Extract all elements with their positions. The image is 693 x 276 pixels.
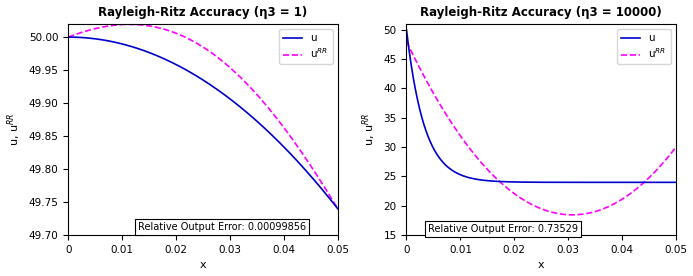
u	[274, 140, 283, 143]
u	[588, 181, 596, 184]
u	[173, 63, 182, 67]
u$^{RR}$	[511, 193, 520, 196]
u$^{RR}$	[279, 126, 288, 129]
u	[183, 69, 191, 72]
X-axis label: x: x	[538, 261, 545, 270]
u$^{RR}$	[91, 27, 100, 30]
u$^{RR}$	[672, 145, 680, 149]
Text: Relative Output Error: 0.00099856: Relative Output Error: 0.00099856	[139, 222, 306, 232]
u	[511, 180, 520, 184]
u	[613, 181, 621, 184]
u	[672, 181, 680, 184]
Line: u$^{RR}$: u$^{RR}$	[69, 24, 337, 209]
Y-axis label: u, u$^{RR}$: u, u$^{RR}$	[360, 113, 378, 146]
Y-axis label: u, u$^{RR}$: u, u$^{RR}$	[6, 113, 23, 146]
u$^{RR}$	[588, 211, 596, 214]
u	[91, 37, 100, 41]
Legend: u, u$^{RR}$: u, u$^{RR}$	[279, 29, 333, 64]
Line: u$^{RR}$: u$^{RR}$	[407, 41, 676, 215]
Legend: u, u$^{RR}$: u, u$^{RR}$	[617, 29, 671, 64]
u	[279, 145, 288, 148]
u	[430, 148, 438, 151]
u	[617, 181, 626, 184]
u$^{RR}$	[249, 89, 258, 92]
u$^{RR}$	[333, 207, 342, 210]
Title: Rayleigh-Ritz Accuracy (η3 = 1): Rayleigh-Ritz Accuracy (η3 = 1)	[98, 6, 308, 18]
u$^{RR}$	[568, 213, 577, 216]
u$^{RR}$	[173, 32, 182, 35]
u$^{RR}$	[613, 201, 621, 204]
u	[333, 207, 342, 210]
Text: Relative Output Error: 0.73529: Relative Output Error: 0.73529	[428, 224, 578, 234]
X-axis label: x: x	[200, 261, 207, 270]
u$^{RR}$	[430, 92, 438, 96]
u$^{RR}$	[64, 35, 73, 39]
u$^{RR}$	[617, 198, 626, 201]
Title: Rayleigh-Ritz Accuracy (η3 = 10000): Rayleigh-Ritz Accuracy (η3 = 10000)	[421, 6, 662, 18]
u$^{RR}$	[403, 40, 411, 43]
Line: u: u	[407, 30, 676, 182]
u$^{RR}$	[125, 23, 134, 26]
u$^{RR}$	[274, 119, 283, 123]
u	[403, 28, 411, 31]
u$^{RR}$	[521, 199, 529, 203]
u	[521, 181, 529, 184]
Line: u: u	[69, 37, 337, 209]
u	[64, 35, 73, 39]
u	[249, 116, 258, 120]
u$^{RR}$	[183, 36, 191, 40]
